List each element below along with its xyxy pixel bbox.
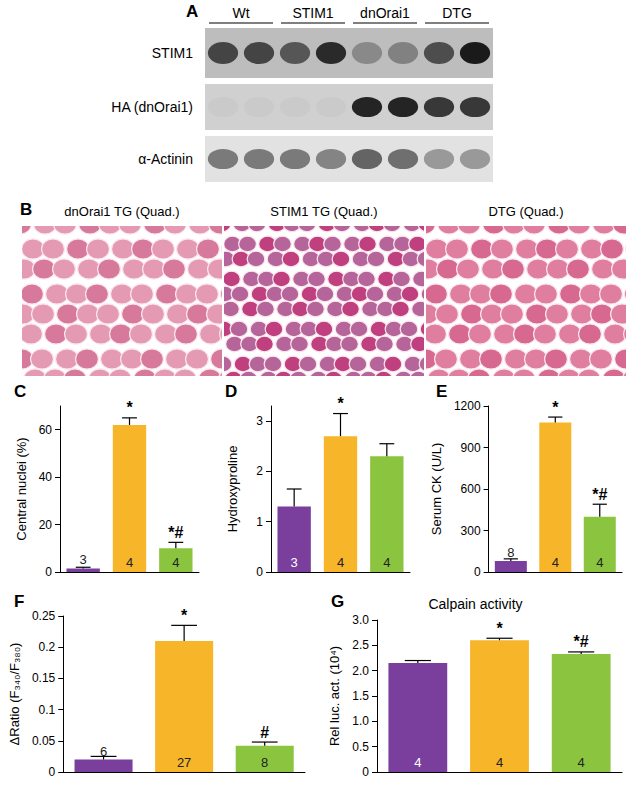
svg-text:0.05: 0.05	[32, 734, 56, 748]
svg-text:8: 8	[507, 545, 514, 560]
svg-text:1.5: 1.5	[352, 689, 369, 703]
svg-text:4: 4	[337, 555, 344, 570]
svg-text:0: 0	[362, 765, 369, 779]
svg-text:3: 3	[291, 555, 298, 570]
svg-text:DTG: DTG	[442, 5, 472, 21]
svg-text:*: *	[126, 399, 133, 416]
svg-text:STIM1: STIM1	[292, 5, 333, 21]
svg-text:HA (dnOrai1): HA (dnOrai1)	[111, 99, 193, 115]
svg-text:#: #	[260, 724, 269, 741]
svg-text:4: 4	[414, 755, 421, 770]
svg-text:Rel luc. act. (10⁴): Rel luc. act. (10⁴)	[327, 646, 342, 746]
svg-text:3: 3	[256, 414, 263, 428]
svg-text:2.0: 2.0	[352, 664, 369, 678]
html-text:C: C	[14, 382, 27, 401]
svg-text:Calpain activity: Calpain activity	[428, 596, 522, 612]
svg-text:*: *	[181, 607, 188, 624]
svg-text:Central nuclei (%): Central nuclei (%)	[14, 437, 29, 540]
svg-text:4: 4	[383, 555, 390, 570]
svg-text:1200: 1200	[454, 399, 481, 413]
svg-text:600: 600	[461, 482, 481, 496]
svg-text:27: 27	[177, 755, 191, 770]
html-text:E: E	[436, 382, 448, 401]
svg-text:3.0: 3.0	[352, 613, 369, 627]
svg-text:*#: *#	[592, 486, 607, 503]
svg-text:dnOrai1: dnOrai1	[360, 5, 410, 21]
html-text:A: A	[186, 2, 199, 21]
svg-text:Wt: Wt	[232, 5, 249, 21]
svg-text:4: 4	[496, 755, 503, 770]
svg-text:0.2: 0.2	[39, 640, 56, 654]
svg-text:0.1: 0.1	[39, 703, 56, 717]
svg-text:0: 0	[474, 565, 481, 579]
svg-text:4: 4	[578, 755, 585, 770]
html-text:D: D	[225, 382, 238, 401]
svg-text:20: 20	[39, 518, 53, 532]
svg-text:4: 4	[172, 555, 179, 570]
svg-text:4: 4	[596, 555, 603, 570]
svg-text:3: 3	[80, 552, 87, 567]
svg-text:0: 0	[256, 565, 263, 579]
svg-text:0: 0	[49, 765, 56, 779]
svg-text:900: 900	[461, 441, 481, 455]
svg-text:Serum CK (U/L): Serum CK (U/L)	[429, 443, 444, 535]
svg-text:STIM1: STIM1	[152, 45, 193, 61]
svg-text:8: 8	[261, 755, 268, 770]
svg-text:*#: *#	[574, 633, 589, 650]
svg-text:6: 6	[100, 744, 107, 759]
svg-text:*: *	[337, 395, 344, 412]
svg-text:dnOrai1 TG (Quad.): dnOrai1 TG (Quad.)	[64, 204, 179, 219]
svg-text:60: 60	[39, 423, 53, 437]
svg-text:0.5: 0.5	[352, 740, 369, 754]
svg-text:40: 40	[39, 470, 53, 484]
svg-text:*: *	[496, 620, 503, 637]
svg-text:α-Actinin: α-Actinin	[138, 151, 193, 167]
svg-text:2.5: 2.5	[352, 638, 369, 652]
svg-text:0.25: 0.25	[32, 609, 56, 623]
svg-text:ΔRatio (F₃₄₀/F₃₈₀): ΔRatio (F₃₄₀/F₃₈₀)	[7, 643, 22, 746]
svg-text:0.15: 0.15	[32, 671, 56, 685]
svg-text:0: 0	[45, 565, 52, 579]
svg-text:4: 4	[552, 555, 559, 570]
html-text:G: G	[331, 592, 345, 611]
svg-text:4: 4	[126, 555, 133, 570]
svg-text:1.0: 1.0	[352, 714, 369, 728]
svg-text:*#: *#	[168, 524, 183, 541]
svg-text:1: 1	[256, 515, 263, 529]
svg-text:Hydroxyproline: Hydroxyproline	[225, 446, 240, 533]
html-text:F: F	[14, 592, 25, 611]
svg-text:2: 2	[256, 464, 263, 478]
svg-text:*: *	[552, 399, 559, 416]
html-text:B: B	[20, 200, 33, 219]
svg-text:STIM1 TG (Quad.): STIM1 TG (Quad.)	[270, 204, 377, 219]
svg-text:300: 300	[461, 524, 481, 538]
svg-text:DTG (Quad.): DTG (Quad.)	[488, 204, 563, 219]
